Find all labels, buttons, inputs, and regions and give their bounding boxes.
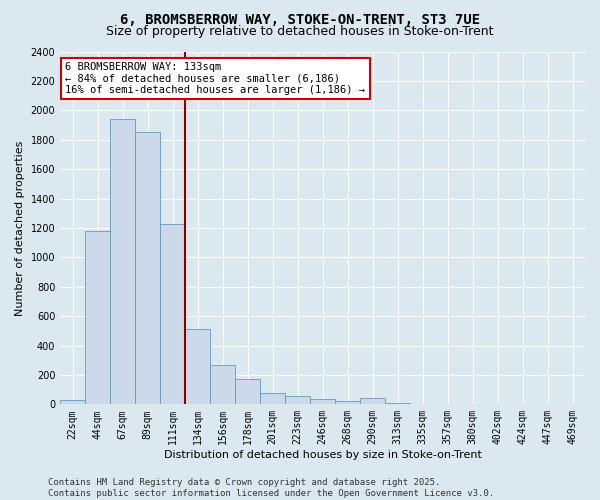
Y-axis label: Number of detached properties: Number of detached properties <box>15 140 25 316</box>
Bar <box>260 392 285 404</box>
Bar <box>335 400 360 404</box>
Text: Size of property relative to detached houses in Stoke-on-Trent: Size of property relative to detached ho… <box>106 25 494 38</box>
Bar <box>85 231 110 404</box>
Text: Contains HM Land Registry data © Crown copyright and database right 2025.
Contai: Contains HM Land Registry data © Crown c… <box>48 478 494 498</box>
Bar <box>385 403 410 404</box>
Bar <box>235 380 260 404</box>
Text: 6, BROMSBERROW WAY, STOKE-ON-TRENT, ST3 7UE: 6, BROMSBERROW WAY, STOKE-ON-TRENT, ST3 … <box>120 12 480 26</box>
Bar <box>185 330 210 404</box>
Bar <box>135 132 160 404</box>
Bar <box>310 399 335 404</box>
Bar <box>160 224 185 404</box>
Bar <box>60 400 85 404</box>
Bar <box>285 396 310 404</box>
Bar <box>360 398 385 404</box>
Bar <box>110 119 135 405</box>
Bar <box>210 366 235 405</box>
X-axis label: Distribution of detached houses by size in Stoke-on-Trent: Distribution of detached houses by size … <box>164 450 482 460</box>
Text: 6 BROMSBERROW WAY: 133sqm
← 84% of detached houses are smaller (6,186)
16% of se: 6 BROMSBERROW WAY: 133sqm ← 84% of detac… <box>65 62 365 96</box>
